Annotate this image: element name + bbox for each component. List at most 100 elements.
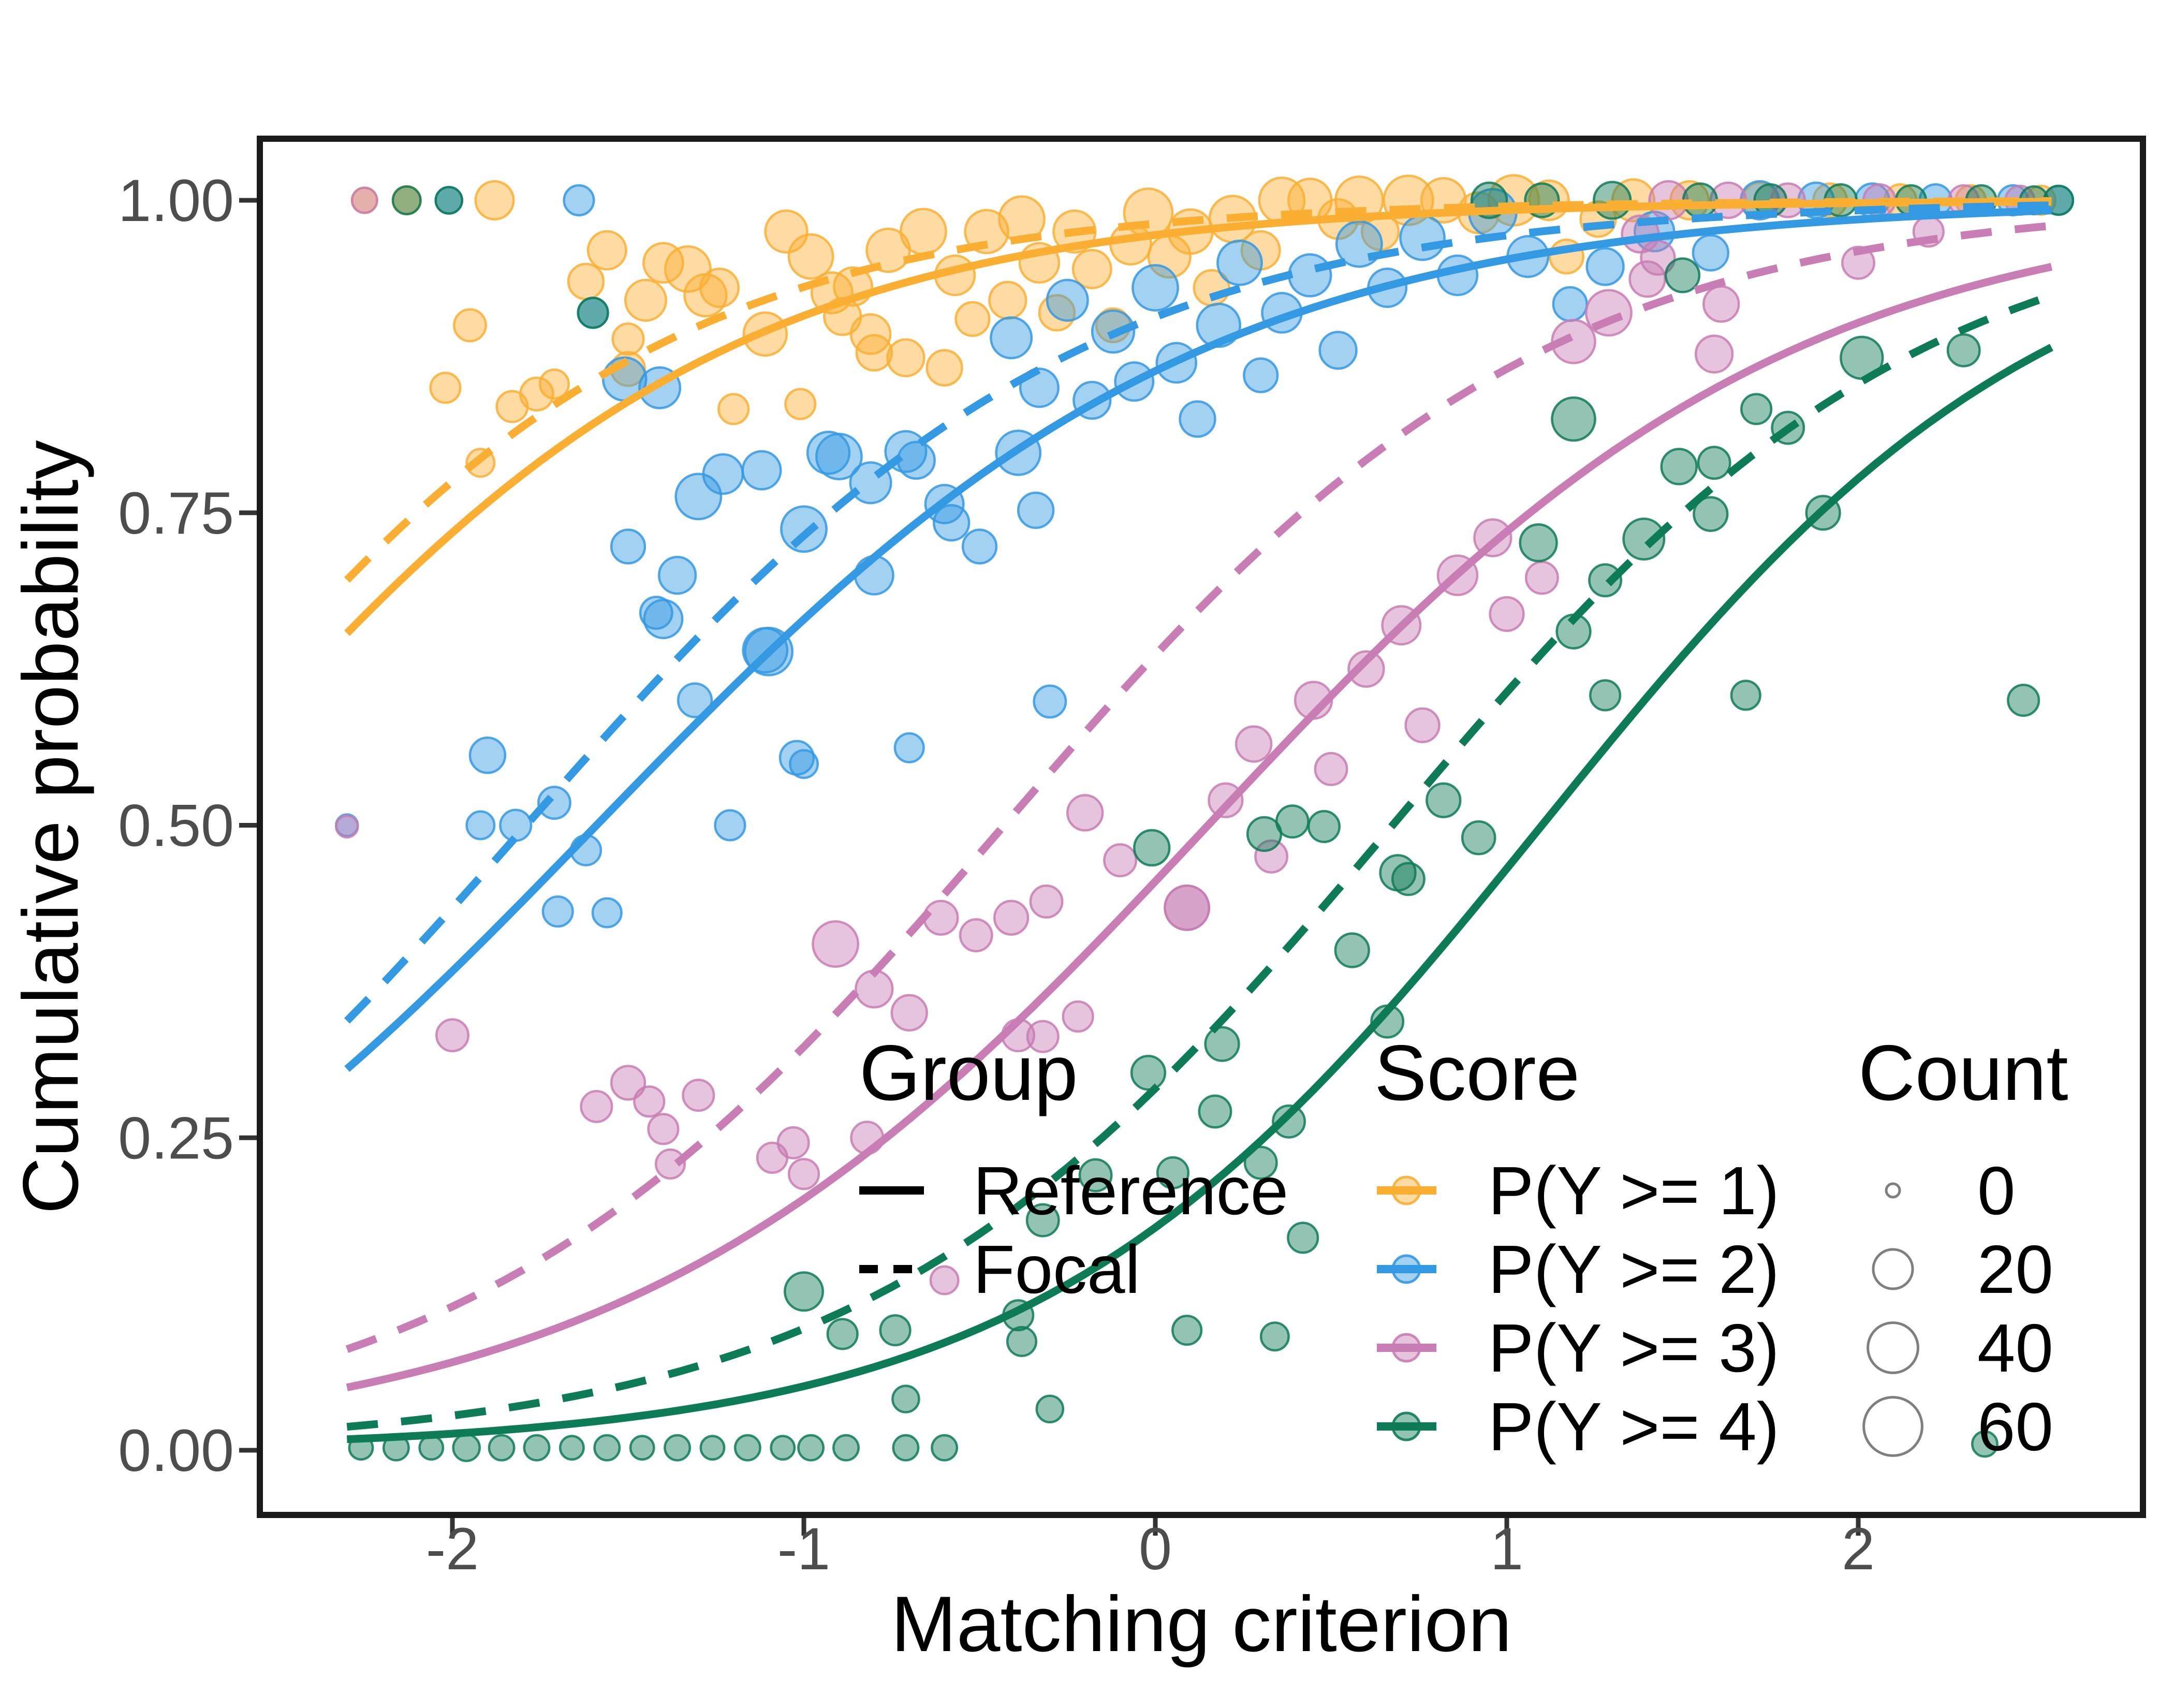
scatter-point	[559, 1435, 585, 1461]
scatter-point	[879, 1314, 912, 1347]
scatter-point	[1318, 331, 1358, 370]
scatter-point	[741, 450, 782, 491]
scatter-point	[1272, 1104, 1306, 1139]
y-tick-label: 0.50	[118, 793, 234, 859]
scatter-point	[1692, 234, 1730, 272]
scatter-point	[499, 808, 533, 842]
scatter-point	[1287, 1221, 1319, 1254]
scatter-points	[335, 174, 2075, 1462]
scatter-point	[784, 388, 817, 420]
scatter-point	[682, 1079, 715, 1112]
scatter-point	[577, 297, 609, 329]
score-key-point-p1	[1391, 1175, 1421, 1205]
scatter-point	[1235, 725, 1273, 763]
scatter-point	[1216, 239, 1263, 286]
scatter-point	[776, 1126, 810, 1159]
x-tick-label: 0	[1139, 1516, 1172, 1582]
scatter-point	[699, 1435, 726, 1461]
scatter-point	[1404, 707, 1441, 743]
scatter-point	[468, 737, 507, 774]
scatter-point	[465, 810, 496, 841]
scatter-point	[1585, 247, 1625, 286]
scatter-point	[990, 316, 1033, 360]
scatter-point	[1130, 1055, 1167, 1091]
scatter-point	[1259, 1321, 1290, 1352]
x-axis-title: Matching criterion	[891, 1580, 1512, 1668]
legend-score-item-4: P(Y >= 4)	[1488, 1389, 1780, 1465]
y-tick-label: 0.25	[118, 1105, 234, 1171]
scatter-point	[1006, 1326, 1038, 1357]
scatter-point	[664, 1434, 692, 1462]
scatter-point	[591, 897, 623, 929]
scatter-point	[1334, 932, 1370, 968]
scatter-point	[1198, 1094, 1232, 1129]
scatter-point	[1066, 794, 1104, 832]
legend-count-item-60: 60	[1977, 1389, 2053, 1465]
scatter-point	[1628, 260, 1666, 298]
scatter-point	[717, 393, 750, 425]
scatter-point	[1730, 680, 1761, 711]
scatter-point	[1204, 1026, 1240, 1062]
scatter-point	[893, 732, 925, 763]
x-tick-label: 1	[1490, 1516, 1523, 1582]
scatter-point	[849, 313, 892, 355]
scatter-point	[335, 814, 359, 839]
scatter-point	[714, 809, 746, 842]
scatter-point	[797, 1434, 825, 1462]
legend-score-item-1: P(Y >= 1)	[1488, 1153, 1780, 1229]
scatter-point	[1552, 286, 1588, 322]
scatter-point	[610, 1065, 647, 1101]
scatter-point	[886, 338, 926, 377]
scatter-point	[961, 528, 998, 565]
legend-count-title: Count	[1858, 1029, 2068, 1117]
legend-score-item-3: P(Y >= 3)	[1488, 1310, 1780, 1386]
y-tick-label: 1.00	[118, 168, 234, 234]
scatter-point	[1026, 1020, 1060, 1053]
scatter-point	[815, 433, 863, 480]
curve-4-reference	[346, 344, 2053, 1444]
x-tick-label: -2	[426, 1516, 479, 1582]
scatter-point	[826, 1318, 859, 1350]
scatter-point	[654, 1148, 686, 1180]
y-tick-label: 0.00	[118, 1418, 234, 1484]
model-curves	[344, 197, 2053, 1444]
scatter-point	[1399, 214, 1446, 261]
scatter-point	[1243, 357, 1279, 393]
scatter-point	[1164, 885, 1210, 931]
scatter-point	[899, 208, 947, 256]
scatter-point	[2007, 683, 2040, 717]
scatter-point	[541, 895, 574, 928]
curve-1-focal	[344, 197, 2052, 583]
scatter-point	[1589, 679, 1622, 712]
scatter-point	[1664, 257, 1701, 293]
legend-score-title: Score	[1374, 1029, 1580, 1117]
curve-4-focal	[346, 292, 2053, 1431]
scatter-point	[611, 322, 645, 356]
curve-2-focal	[344, 201, 2052, 1024]
scatter-point	[764, 209, 809, 254]
scatter-point	[964, 209, 1009, 255]
scatter-point	[1062, 1000, 1094, 1033]
scatter-point	[1307, 809, 1341, 843]
scatter-point	[664, 245, 712, 293]
scatter-point	[1971, 1430, 1999, 1458]
scatter-point	[657, 555, 697, 595]
scatter-point	[770, 1435, 796, 1461]
legend-group-item-focal: Focal	[973, 1231, 1140, 1307]
scatter-point	[1426, 782, 1462, 818]
scatter-point	[674, 473, 723, 521]
count-key-circle-0	[1885, 1182, 1901, 1199]
scatter-point	[1035, 1394, 1065, 1424]
scatter-point	[988, 281, 1027, 320]
count-key-circle-60	[1862, 1396, 1923, 1457]
scatter-point	[1029, 884, 1064, 919]
y-tick-label: 0.75	[118, 480, 234, 547]
scatter-point	[1584, 289, 1633, 337]
legend-count: Count 0 20 40 60	[1858, 1029, 2068, 1465]
scatter-point	[923, 900, 959, 936]
scatter-point	[1693, 496, 1729, 532]
scatter-point	[954, 301, 991, 337]
scatter-point	[418, 1435, 445, 1461]
scatter-point	[1660, 448, 1698, 485]
legend-group-item-reference: Reference	[973, 1153, 1288, 1229]
